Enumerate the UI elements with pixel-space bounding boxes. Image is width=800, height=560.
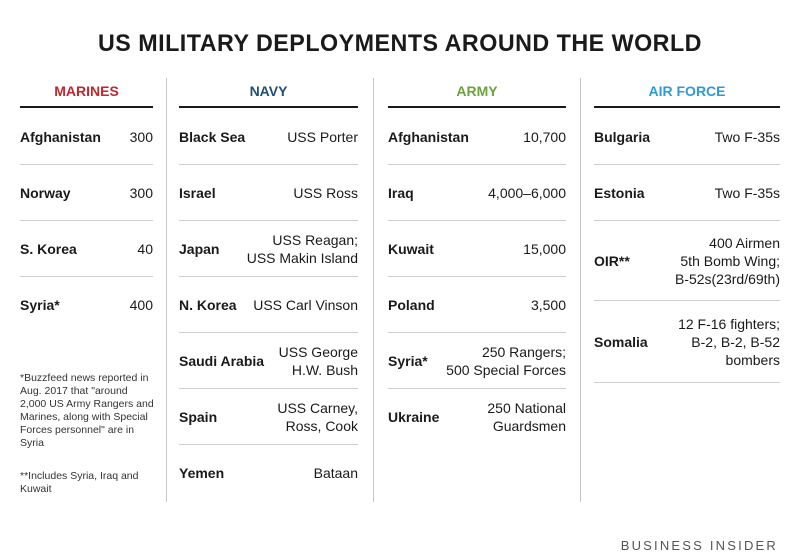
column-divider — [580, 78, 581, 502]
location-label: Bulgaria — [594, 128, 651, 145]
footnote-oir: **Includes Syria, Iraq and Kuwait — [20, 470, 139, 495]
deployment-value: 300 — [129, 184, 153, 201]
table-row: Spain USS Carney, Ross, Cook — [179, 389, 358, 445]
location-label: Iraq — [388, 184, 414, 201]
table-row: Poland 3,500 — [388, 277, 566, 333]
table-row: Norway 300 — [20, 165, 153, 221]
army-column: ARMY Afghanistan 10,700 Iraq 4,000–6,000 Kuw… — [388, 80, 566, 500]
location-label: Black Sea — [179, 128, 246, 145]
army-header: ARMY — [456, 83, 498, 99]
deployment-value: Two F-35s — [714, 184, 780, 201]
deployment-value: 400 Airmen 5th Bomb Wing; B-52s(23rd/69t… — [674, 234, 780, 287]
location-label: Estonia — [594, 184, 645, 201]
table-row: Syria* 250 Rangers; 500 Special Forces — [388, 333, 566, 389]
deployment-value: 400 — [129, 297, 153, 313]
location-label: Spain — [179, 408, 218, 425]
table-row: Afghanistan 300 — [20, 109, 153, 165]
location-label: Syria* — [20, 297, 60, 313]
location-label: Israel — [179, 184, 216, 201]
table-row: Iraq 4,000–6,000 — [388, 165, 566, 221]
table-row: Yemen Bataan — [179, 445, 358, 501]
table-row: Kuwait 15,000 — [388, 221, 566, 277]
deployment-value: USS Carney, Ross, Cook — [277, 399, 358, 434]
location-label: Kuwait — [388, 240, 434, 257]
footnote-buzzfeed: *Buzzfeed news reported in Aug. 2017 tha… — [20, 372, 154, 449]
deployment-value: 10,700 — [523, 128, 566, 145]
deployment-value: 250 National Guardsmen — [487, 400, 566, 434]
location-label: Saudi Arabia — [179, 352, 265, 369]
table-row: Israel USS Ross — [179, 165, 358, 221]
air-force-header: AIR FORCE — [648, 83, 726, 99]
location-label: N. Korea — [179, 296, 237, 313]
table-row: S. Korea 40 — [20, 221, 153, 277]
location-label: Syria* — [388, 352, 428, 369]
marines-header: MARINES — [54, 83, 119, 99]
deployment-value: USS Porter — [287, 128, 358, 145]
column-divider — [373, 78, 374, 502]
location-label: Afghanistan — [388, 128, 469, 145]
air-force-column: AIR FORCE Bulgaria Two F-35s Estonia Two F-… — [594, 80, 780, 500]
deployment-value: Two F-35s — [714, 128, 780, 145]
location-label: Afghanistan — [20, 128, 101, 145]
table-row: Somalia 12 F-16 fighters; B-2, B-2, B-52 … — [594, 301, 780, 383]
deployment-value: 300 — [129, 128, 153, 145]
navy-column: NAVY Black Sea USS Porter Israel USS Ross Ja… — [179, 80, 358, 500]
table-row: OIR** 400 Airmen 5th Bomb Wing; B-52s(23r… — [594, 221, 780, 301]
location-label: S. Korea — [20, 240, 77, 257]
deployment-value: 4,000–6,000 — [488, 184, 566, 201]
location-label: Somalia — [594, 333, 648, 350]
deployment-value: 12 F-16 fighters; B-2, B-2, B-52 bombers — [678, 315, 780, 368]
navy-header-rule — [179, 106, 358, 108]
location-label: OIR** — [594, 252, 630, 269]
brand-logo: BUSINESS INSIDER — [620, 538, 778, 553]
table-row: Afghanistan 10,700 — [388, 109, 566, 165]
marines-column: MARINES Afghanistan 300 Norway 300 S. Korea 4… — [20, 80, 153, 500]
deployment-value: USS Carl Vinson — [253, 296, 358, 313]
table-row: N. Korea USS Carl Vinson — [179, 277, 358, 333]
deployment-value: USS George H.W. Bush — [278, 343, 358, 378]
location-label: Poland — [388, 296, 435, 313]
table-row: Saudi Arabia USS George H.W. Bush — [179, 333, 358, 389]
table-row: Estonia Two F-35s — [594, 165, 780, 221]
deployment-value: 40 — [137, 240, 153, 257]
table-row: Bulgaria Two F-35s — [594, 109, 780, 165]
table-row: Ukraine 250 National Guardsmen — [388, 389, 566, 445]
location-label: Norway — [20, 184, 71, 201]
column-divider — [166, 78, 167, 502]
table-row: Black Sea USS Porter — [179, 109, 358, 165]
air-force-header-rule — [594, 106, 780, 108]
page-title: US MILITARY DEPLOYMENTS AROUND THE WORLD — [97, 30, 702, 57]
deployment-value: USS Reagan; USS Makin Island — [246, 231, 358, 266]
location-label: Ukraine — [388, 409, 440, 425]
army-header-rule — [388, 106, 566, 108]
deployment-value: 250 Rangers; 500 Special Forces — [446, 343, 566, 378]
table-row: Japan USS Reagan; USS Makin Island — [179, 221, 358, 277]
navy-header: NAVY — [249, 83, 288, 99]
marines-header-rule — [20, 106, 153, 108]
deployment-value: 3,500 — [530, 296, 566, 313]
deployment-value: Bataan — [313, 465, 358, 481]
deployment-value: 15,000 — [523, 240, 566, 257]
location-label: Japan — [179, 240, 220, 257]
table-row: Syria* 400 — [20, 277, 153, 333]
location-label: Yemen — [179, 465, 225, 481]
deployment-value: USS Ross — [293, 184, 358, 201]
